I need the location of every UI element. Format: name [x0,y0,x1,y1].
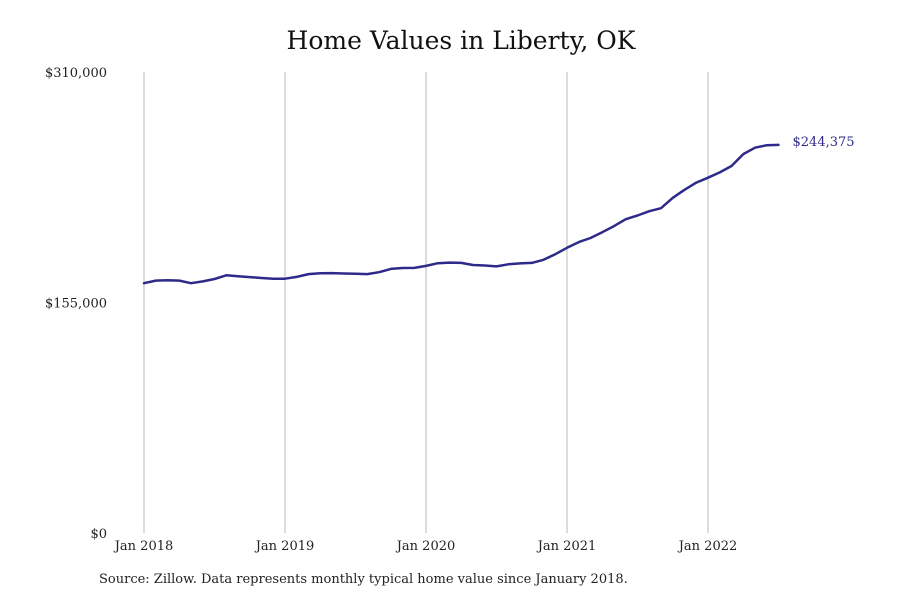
data-point [143,282,145,284]
data-point [166,279,168,281]
data-point [155,279,157,281]
data-point [613,225,615,227]
data-point [472,264,474,266]
data-point [730,165,732,167]
data-point [519,262,521,264]
data-point [319,272,321,274]
data-point [260,277,262,279]
x-tick-label: Jan 2020 [395,539,456,554]
data-point [378,271,380,273]
data-point [566,247,568,249]
data-point [213,278,215,280]
data-point [284,278,286,280]
data-point [401,267,403,269]
data-point [495,265,497,267]
data-point [343,272,345,274]
data-point [742,153,744,155]
data-point [307,273,309,275]
data-point [683,189,685,191]
data-point [413,267,415,269]
x-tick-label: Jan 2021 [536,539,597,554]
y-tick-label: $155,000 [45,297,107,312]
data-point [589,237,591,239]
data-point [225,274,227,276]
data-point [672,197,674,199]
data-point [190,282,192,284]
series-line [142,143,780,285]
data-point [531,262,533,264]
chart-title: Home Values in Liberty, OK [286,26,636,55]
data-point [390,268,392,270]
data-point [754,146,756,148]
x-axis-ticks: Jan 2018 Jan 2019 Jan 2020 Jan 2021 Jan 2022 [113,539,738,554]
x-tick-label: Jan 2022 [677,539,738,554]
data-point [202,280,204,282]
y-axis-ticks: $0 $155,000 $310,000 [45,66,107,542]
data-point [660,207,662,209]
data-point [448,261,450,263]
data-point [507,263,509,265]
data-point [719,171,721,173]
x-tick-label: Jan 2019 [254,539,315,554]
data-point [425,265,427,267]
data-point [460,262,462,264]
data-point [777,144,779,146]
end-value-label: $244,375 [793,135,855,150]
data-point [249,276,251,278]
y-tick-label: $310,000 [45,66,107,81]
gridlines [143,72,709,533]
data-point [766,144,768,146]
data-point [625,218,627,220]
data-point [354,272,356,274]
data-point [648,210,650,212]
series-group: $244,375 [142,135,855,285]
data-point [695,181,697,183]
data-point [237,275,239,277]
y-tick-label: $0 [90,527,107,542]
data-point [366,273,368,275]
data-point [484,264,486,266]
data-point [636,214,638,216]
data-point [601,231,603,233]
data-point [554,253,556,255]
data-point [542,259,544,261]
data-point [296,276,298,278]
data-point [707,177,709,179]
data-point [578,241,580,243]
data-point [178,279,180,281]
source-note: Source: Zillow. Data represents monthly … [99,572,628,587]
data-point [437,262,439,264]
data-point [272,278,274,280]
data-point [331,272,333,274]
x-tick-label: Jan 2018 [113,539,174,554]
